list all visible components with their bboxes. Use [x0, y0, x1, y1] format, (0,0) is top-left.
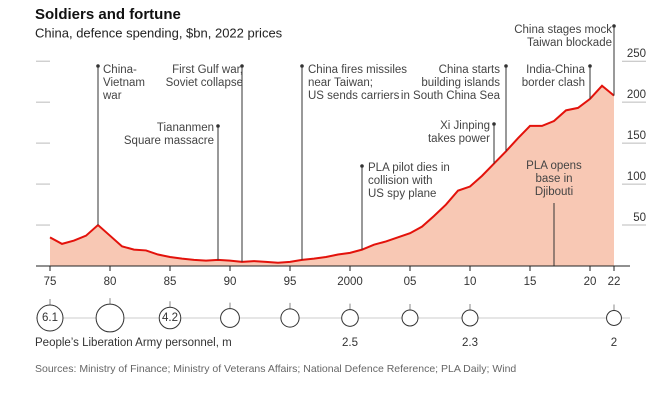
- personnel-value: 2: [611, 337, 617, 349]
- annotation-text: China stages mock: [514, 24, 612, 36]
- personnel-circle: [280, 308, 300, 328]
- annotation-text: China fires missiles: [308, 64, 407, 76]
- annotation-dot: [504, 64, 508, 68]
- line: [49, 84, 615, 264]
- personnel-circle: [95, 303, 125, 333]
- annotation-dot: [360, 164, 364, 168]
- personnel-value: 6.1: [42, 312, 58, 324]
- annotation-text: US sends carriers: [308, 90, 400, 102]
- x-tick-label: 05: [404, 276, 417, 288]
- annotation-text: collision with: [368, 175, 433, 187]
- annotation-text: Vietnam: [103, 77, 145, 89]
- annotation-dot: [492, 122, 496, 126]
- y-tick-label: 200: [627, 89, 646, 101]
- annotation-text: First Gulf war,: [172, 64, 243, 76]
- chart-subtitle: China, defence spending, $bn, 2022 price…: [35, 25, 283, 40]
- annotation-text: Taiwan blockade: [527, 37, 612, 49]
- annotation-text: Tiananmen: [157, 122, 214, 134]
- personnel-circle: [341, 309, 359, 327]
- personnel-label: People’s Liberation Army personnel, m: [35, 337, 232, 349]
- annotation-text: Xi Jinping: [440, 120, 490, 132]
- annotation-dot: [96, 64, 100, 68]
- annotation-text: Soviet collapse: [166, 77, 243, 89]
- personnel-value: 4.2: [162, 312, 178, 324]
- annotation-text: India-China: [526, 64, 585, 76]
- x-tick-label: 80: [104, 276, 117, 288]
- y-tick-label: 250: [627, 48, 646, 60]
- x-tick-label: 75: [44, 276, 57, 288]
- annotation-text: China-: [103, 64, 137, 76]
- x-tick-label: 22: [608, 276, 621, 288]
- annotation-text: PLA pilot dies in: [368, 162, 450, 174]
- x-tick-label: 15: [524, 276, 537, 288]
- annotation-dot: [216, 124, 220, 128]
- annotation-text: war: [102, 90, 122, 102]
- area: [50, 85, 614, 267]
- personnel-circle: [36, 304, 64, 332]
- personnel-circle: [606, 310, 622, 326]
- source: Sources: Ministry of Finance; Ministry o…: [35, 363, 516, 375]
- annotation-dot: [612, 24, 616, 28]
- y-tick-label: 150: [627, 130, 646, 142]
- annotation-text: Square massacre: [124, 135, 214, 147]
- annotation-text: Djibouti: [535, 186, 573, 198]
- annotation-text: near Taiwan;: [308, 77, 373, 89]
- annotation-dot: [240, 64, 244, 68]
- annotation-text: border clash: [522, 77, 585, 89]
- personnel-circle: [220, 308, 240, 328]
- x-tick-label: 20: [584, 276, 597, 288]
- y-tick-label: 100: [627, 171, 646, 183]
- x-tick-label: 10: [464, 276, 477, 288]
- personnel-circle: [158, 306, 182, 330]
- x-tick-label: 85: [164, 276, 177, 288]
- x-tick-label: 95: [284, 276, 297, 288]
- annotation-text: China starts: [439, 64, 501, 76]
- x-tick-label: 2000: [337, 276, 363, 288]
- personnel-circle: [401, 309, 419, 327]
- personnel-circle: [461, 309, 479, 327]
- annotation-dot: [588, 64, 592, 68]
- annotation-text: base in: [535, 173, 572, 185]
- annotation-text: in South China Sea: [401, 90, 501, 102]
- y-tick-label: 50: [633, 212, 646, 224]
- personnel-value: 2.3: [462, 337, 478, 349]
- personnel-value: 2.5: [342, 337, 358, 349]
- annotation-text: US spy plane: [368, 188, 436, 200]
- annotation-text: building islands: [421, 77, 500, 89]
- annotation-dot: [300, 64, 304, 68]
- annotation-text: takes power: [428, 133, 490, 145]
- annotation-text: PLA opens: [526, 160, 582, 172]
- chart-title: Soldiers and fortune: [35, 6, 181, 23]
- x-tick-label: 90: [224, 276, 237, 288]
